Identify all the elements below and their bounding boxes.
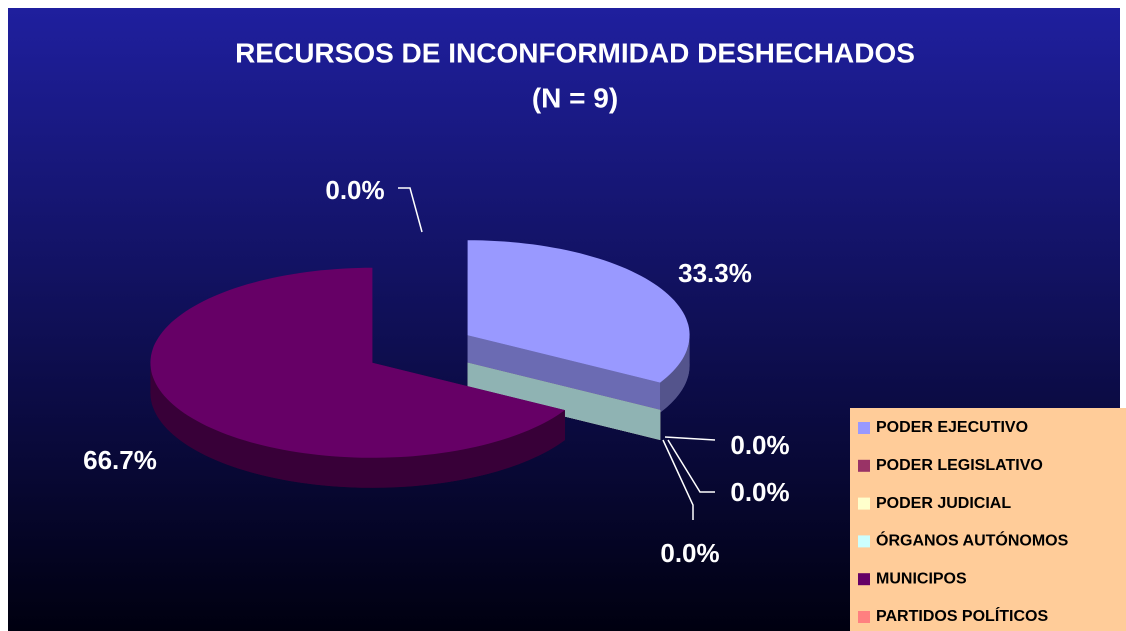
data-label: 0.0% xyxy=(730,477,789,507)
legend-swatch xyxy=(858,573,870,586)
chart-title: RECURSOS DE INCONFORMIDAD DESHECHADOS xyxy=(235,37,915,68)
pie xyxy=(150,240,690,488)
leader-line xyxy=(667,439,715,493)
legend-label: PODER JUDICIAL xyxy=(876,495,1011,512)
chart-subtitle: (N = 9) xyxy=(532,82,618,113)
legend-label: PODER LEGISLATIVO xyxy=(876,457,1043,474)
data-label: 66.7% xyxy=(83,445,157,475)
leader-line xyxy=(664,436,716,441)
leader-lines xyxy=(398,187,716,520)
legend-label: PODER EJECUTIVO xyxy=(876,419,1028,436)
legend-box xyxy=(850,408,1126,631)
legend-label: ÓRGANOS AUTÓNOMOS xyxy=(876,531,1069,550)
legend-label: PARTIDOS POLÍTICOS xyxy=(876,606,1048,625)
slice xyxy=(467,240,690,383)
data-label: 0.0% xyxy=(660,538,719,568)
legend-swatch xyxy=(858,611,870,623)
data-label: 33.3% xyxy=(678,258,752,288)
legend-swatch xyxy=(858,459,870,472)
legend-swatch xyxy=(858,422,870,434)
leader-line xyxy=(398,187,423,233)
legend-swatch xyxy=(858,497,870,510)
legend-label: MUNICIPOS xyxy=(876,570,967,587)
slice-side xyxy=(467,335,661,413)
leader-line xyxy=(662,439,694,520)
slice-side xyxy=(467,362,661,440)
slice xyxy=(150,267,565,458)
legend-swatch xyxy=(858,535,870,548)
slice-wall xyxy=(150,362,565,488)
slice-wall xyxy=(660,335,690,413)
data-label: 0.0% xyxy=(730,430,789,460)
data-label: 0.0% xyxy=(325,175,384,205)
